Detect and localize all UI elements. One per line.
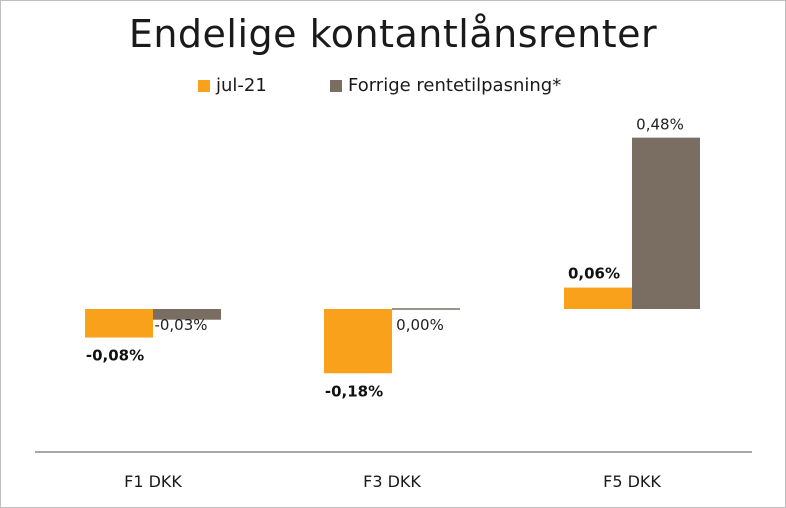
data-label-forrige-f5-dkk: 0,48% [636,116,684,134]
legend-label-series-2: Forrige rentetilpasning* [348,75,562,96]
bar-forrige-f3-dkk [392,308,460,310]
bar-forrige-f5-dkk [632,137,700,309]
chart-title: Endelige kontantlånsrenter [128,12,658,56]
data-label-jul-21-f3-dkk: -0,18% [325,382,383,400]
x-tick-label-f3-dkk: F3 DKK [363,472,421,491]
legend-swatch-series-2 [330,79,342,92]
data-label-forrige-f1-dkk: -0,03% [154,316,207,334]
chart-legend: jul-21 Forrige rentetilpasning* [0,75,786,101]
bar-jul-21-f1-dkk [85,309,153,338]
bar-jul-21-f3-dkk [324,309,392,374]
data-label-jul-21-f1-dkk: -0,08% [86,347,144,365]
legend-item-series-1: jul-21 [198,75,267,96]
bar-forrige-f1-dkk [153,309,221,320]
bar-jul-21-f5-dkk [564,287,632,309]
x-tick-label-f1-dkk: F1 DKK [124,472,182,491]
legend-item-series-2: Forrige rentetilpasning* [330,75,561,96]
data-label-jul-21-f5-dkk: 0,06% [568,265,620,283]
legend-label-series-1: jul-21 [216,75,267,96]
legend-swatch-series-1 [198,79,210,92]
x-tick-label-f5-dkk: F5 DKK [603,472,661,491]
data-label-forrige-f3-dkk: 0,00% [396,316,444,334]
